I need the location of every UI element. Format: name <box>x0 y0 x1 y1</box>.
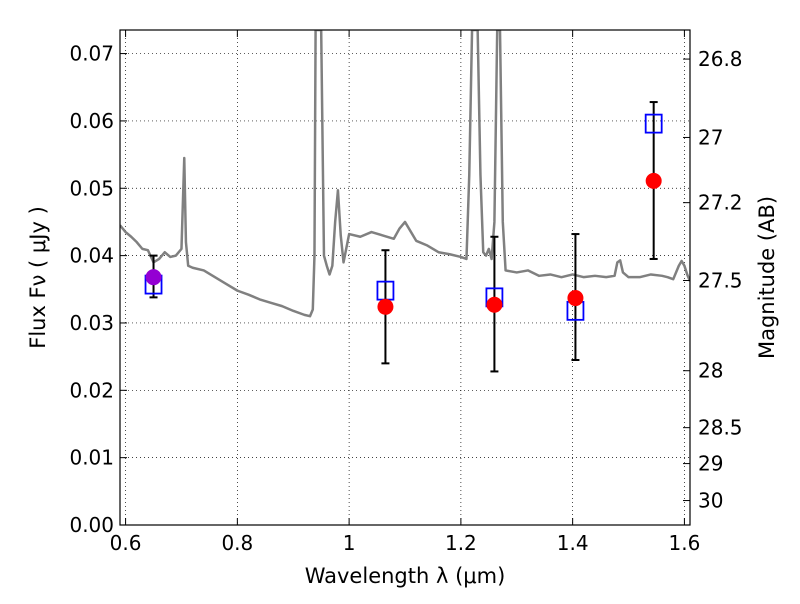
observed-circle-point <box>567 290 584 307</box>
x-tick-label: 1 <box>343 531 356 555</box>
observed-circle-point <box>486 296 503 313</box>
mag-tick-label: 29 <box>698 452 723 476</box>
model-square-point <box>644 113 663 134</box>
mag-tick-label: 27 <box>698 125 723 149</box>
mag-tick-label: 28 <box>698 359 723 383</box>
y-tick-label: 0.03 <box>69 311 114 335</box>
purple-circle-point <box>145 269 162 286</box>
y-tick-label: 0.04 <box>69 244 114 268</box>
x-tick-label: 1.4 <box>557 531 589 555</box>
x-tick-label: 0.6 <box>110 531 142 555</box>
mag-tick-label: 27.5 <box>698 268 743 292</box>
y-tick-label: 0.02 <box>69 378 114 402</box>
y-tick-label: 0.06 <box>69 109 114 133</box>
mag-tick-label: 26.8 <box>698 47 743 71</box>
observed-circle-point <box>377 298 394 315</box>
y-tick-label: 0.07 <box>69 42 114 66</box>
x-tick-label: 1.6 <box>669 531 701 555</box>
x-tick-label: 1.2 <box>445 531 477 555</box>
y-tick-label: 0.05 <box>69 176 114 200</box>
plot-frame <box>119 29 691 526</box>
x-axis-label: Wavelength λ (μm) <box>305 564 506 588</box>
ticks-layer: 0.6 0.8 1 1.2 1.4 1.6 0.00 0.01 0.02 0.03 0.04 0.05… <box>69 30 743 555</box>
spectrum-line <box>120 30 690 318</box>
mag-tick-label: 30 <box>698 489 723 513</box>
y-axis-right-label: Magnitude (AB) <box>755 196 779 359</box>
mag-tick-label: 28.5 <box>698 416 743 440</box>
plot-area <box>120 30 690 318</box>
observed-circle-point <box>645 172 662 189</box>
x-tick-label: 0.8 <box>221 531 253 555</box>
mag-tick-label: 27.2 <box>698 191 743 215</box>
y-tick-label: 0.01 <box>69 446 114 470</box>
y-axis-label: Flux Fν ( μJy ) <box>26 206 50 349</box>
y-tick-label: 0.00 <box>69 513 114 537</box>
